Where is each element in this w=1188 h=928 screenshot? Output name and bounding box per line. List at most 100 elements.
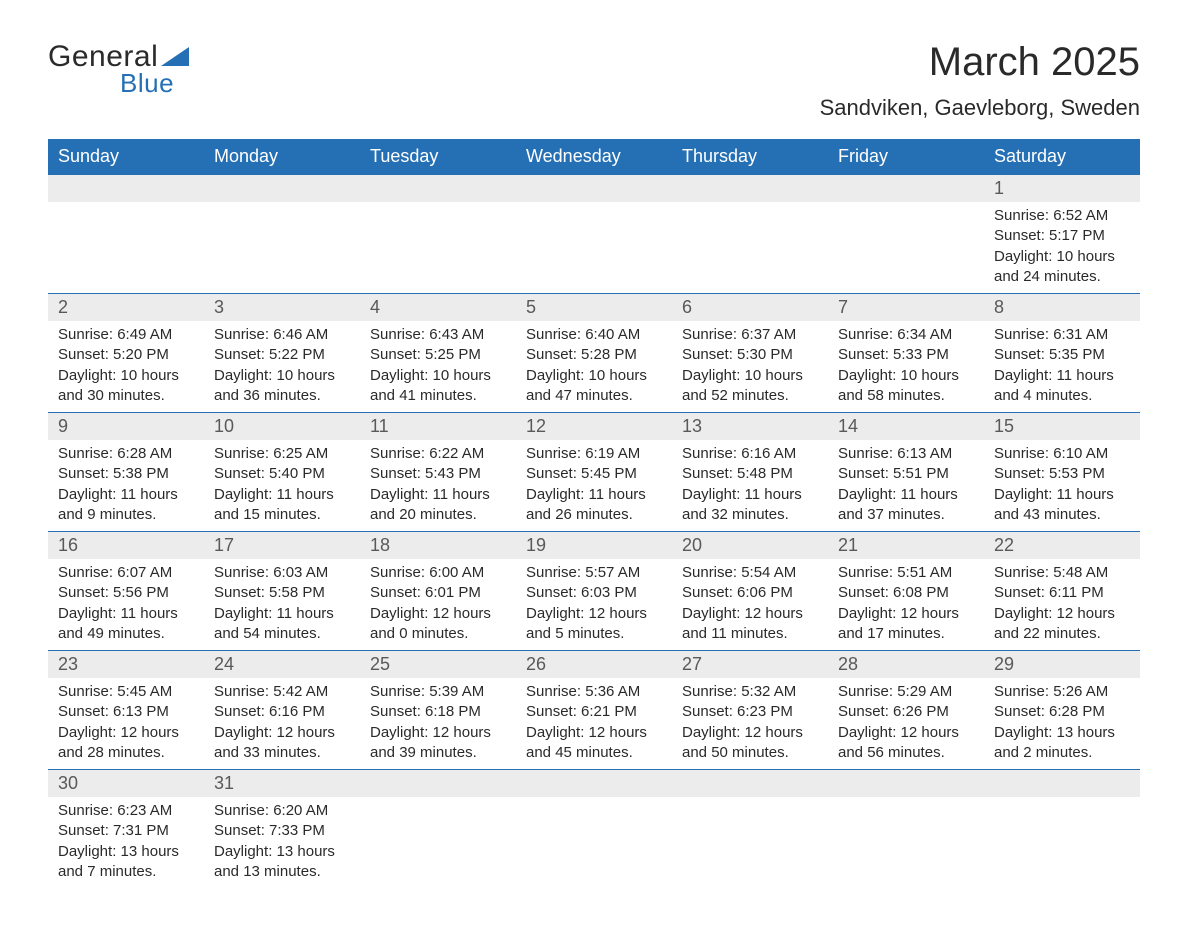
day-cell: 19Sunrise: 5:57 AMSunset: 6:03 PMDayligh… [516,532,672,651]
day-line: and 0 minutes. [370,624,506,644]
day-number: 25 [360,651,516,678]
day-number: 9 [48,413,204,440]
day-number: 11 [360,413,516,440]
day-number: 19 [516,532,672,559]
day-line: Daylight: 10 hours [682,366,818,386]
day-header: Wednesday [516,139,672,175]
day-line: Sunrise: 6:10 AM [994,444,1130,464]
day-line: and 49 minutes. [58,624,194,644]
title-block: March 2025 Sandviken, Gaevleborg, Sweden [820,40,1140,121]
day-line: Sunset: 5:58 PM [214,583,350,603]
day-line: Sunset: 5:33 PM [838,345,974,365]
day-line: Sunrise: 6:03 AM [214,563,350,583]
day-number: 27 [672,651,828,678]
day-cell [204,175,360,294]
day-cell [48,175,204,294]
day-line: and 24 minutes. [994,267,1130,287]
day-cell: 2Sunrise: 6:49 AMSunset: 5:20 PMDaylight… [48,294,204,413]
day-cell [672,770,828,889]
day-line: Daylight: 12 hours [838,723,974,743]
day-cell: 5Sunrise: 6:40 AMSunset: 5:28 PMDaylight… [516,294,672,413]
day-line: Sunset: 5:22 PM [214,345,350,365]
day-line: and 32 minutes. [682,505,818,525]
day-content [828,202,984,212]
day-content: Sunrise: 6:49 AMSunset: 5:20 PMDaylight:… [48,321,204,412]
day-number: 22 [984,532,1140,559]
day-line: Sunset: 6:18 PM [370,702,506,722]
day-cell: 18Sunrise: 6:00 AMSunset: 6:01 PMDayligh… [360,532,516,651]
day-content: Sunrise: 6:25 AMSunset: 5:40 PMDaylight:… [204,440,360,531]
day-line: Daylight: 10 hours [214,366,350,386]
day-content: Sunrise: 5:57 AMSunset: 6:03 PMDaylight:… [516,559,672,650]
day-line: Sunrise: 6:31 AM [994,325,1130,345]
day-content: Sunrise: 5:29 AMSunset: 6:26 PMDaylight:… [828,678,984,769]
day-line: Sunset: 5:35 PM [994,345,1130,365]
day-cell: 14Sunrise: 6:13 AMSunset: 5:51 PMDayligh… [828,413,984,532]
day-line: Sunrise: 5:45 AM [58,682,194,702]
day-content: Sunrise: 6:22 AMSunset: 5:43 PMDaylight:… [360,440,516,531]
week-row: 2Sunrise: 6:49 AMSunset: 5:20 PMDaylight… [48,294,1140,413]
day-number: 20 [672,532,828,559]
day-content: Sunrise: 6:46 AMSunset: 5:22 PMDaylight:… [204,321,360,412]
day-content: Sunrise: 6:10 AMSunset: 5:53 PMDaylight:… [984,440,1140,531]
day-number: 29 [984,651,1140,678]
day-number: 12 [516,413,672,440]
day-line: Sunrise: 6:37 AM [682,325,818,345]
day-cell: 6Sunrise: 6:37 AMSunset: 5:30 PMDaylight… [672,294,828,413]
day-line: and 47 minutes. [526,386,662,406]
day-cell: 13Sunrise: 6:16 AMSunset: 5:48 PMDayligh… [672,413,828,532]
week-row: 16Sunrise: 6:07 AMSunset: 5:56 PMDayligh… [48,532,1140,651]
day-line: Sunset: 5:43 PM [370,464,506,484]
day-content [360,797,516,807]
logo-triangle-icon [161,44,189,71]
day-cell: 3Sunrise: 6:46 AMSunset: 5:22 PMDaylight… [204,294,360,413]
day-cell [828,770,984,889]
day-line: Sunrise: 5:51 AM [838,563,974,583]
day-line: Sunrise: 6:40 AM [526,325,662,345]
day-number [204,175,360,202]
page-header: General Blue March 2025 Sandviken, Gaevl… [48,40,1140,121]
day-cell: 30Sunrise: 6:23 AMSunset: 7:31 PMDayligh… [48,770,204,889]
day-line: Daylight: 10 hours [526,366,662,386]
day-line: Sunset: 6:21 PM [526,702,662,722]
day-number [516,175,672,202]
day-number [48,175,204,202]
day-line: Sunrise: 6:20 AM [214,801,350,821]
day-line: and 26 minutes. [526,505,662,525]
day-content: Sunrise: 5:26 AMSunset: 6:28 PMDaylight:… [984,678,1140,769]
day-content [516,797,672,807]
day-line: Sunrise: 6:34 AM [838,325,974,345]
day-number: 30 [48,770,204,797]
day-cell: 31Sunrise: 6:20 AMSunset: 7:33 PMDayligh… [204,770,360,889]
day-line: Sunset: 5:28 PM [526,345,662,365]
day-line: and 28 minutes. [58,743,194,763]
day-line: Sunrise: 6:22 AM [370,444,506,464]
day-number: 1 [984,175,1140,202]
day-content [672,797,828,807]
day-number: 26 [516,651,672,678]
day-content: Sunrise: 5:45 AMSunset: 6:13 PMDaylight:… [48,678,204,769]
day-content [984,797,1140,807]
day-line: and 52 minutes. [682,386,818,406]
day-number [360,770,516,797]
month-title: March 2025 [820,40,1140,85]
day-cell: 16Sunrise: 6:07 AMSunset: 5:56 PMDayligh… [48,532,204,651]
day-line: Sunrise: 6:52 AM [994,206,1130,226]
day-cell: 10Sunrise: 6:25 AMSunset: 5:40 PMDayligh… [204,413,360,532]
day-number [672,175,828,202]
day-cell [516,770,672,889]
day-line: Sunset: 6:06 PM [682,583,818,603]
day-cell [984,770,1140,889]
day-number: 15 [984,413,1140,440]
day-line: and 36 minutes. [214,386,350,406]
day-content: Sunrise: 5:48 AMSunset: 6:11 PMDaylight:… [984,559,1140,650]
day-line: Daylight: 10 hours [370,366,506,386]
day-header: Thursday [672,139,828,175]
day-content: Sunrise: 5:54 AMSunset: 6:06 PMDaylight:… [672,559,828,650]
day-line: Daylight: 12 hours [526,604,662,624]
day-line: and 41 minutes. [370,386,506,406]
day-cell: 24Sunrise: 5:42 AMSunset: 6:16 PMDayligh… [204,651,360,770]
day-content: Sunrise: 6:34 AMSunset: 5:33 PMDaylight:… [828,321,984,412]
day-number: 18 [360,532,516,559]
day-number: 10 [204,413,360,440]
